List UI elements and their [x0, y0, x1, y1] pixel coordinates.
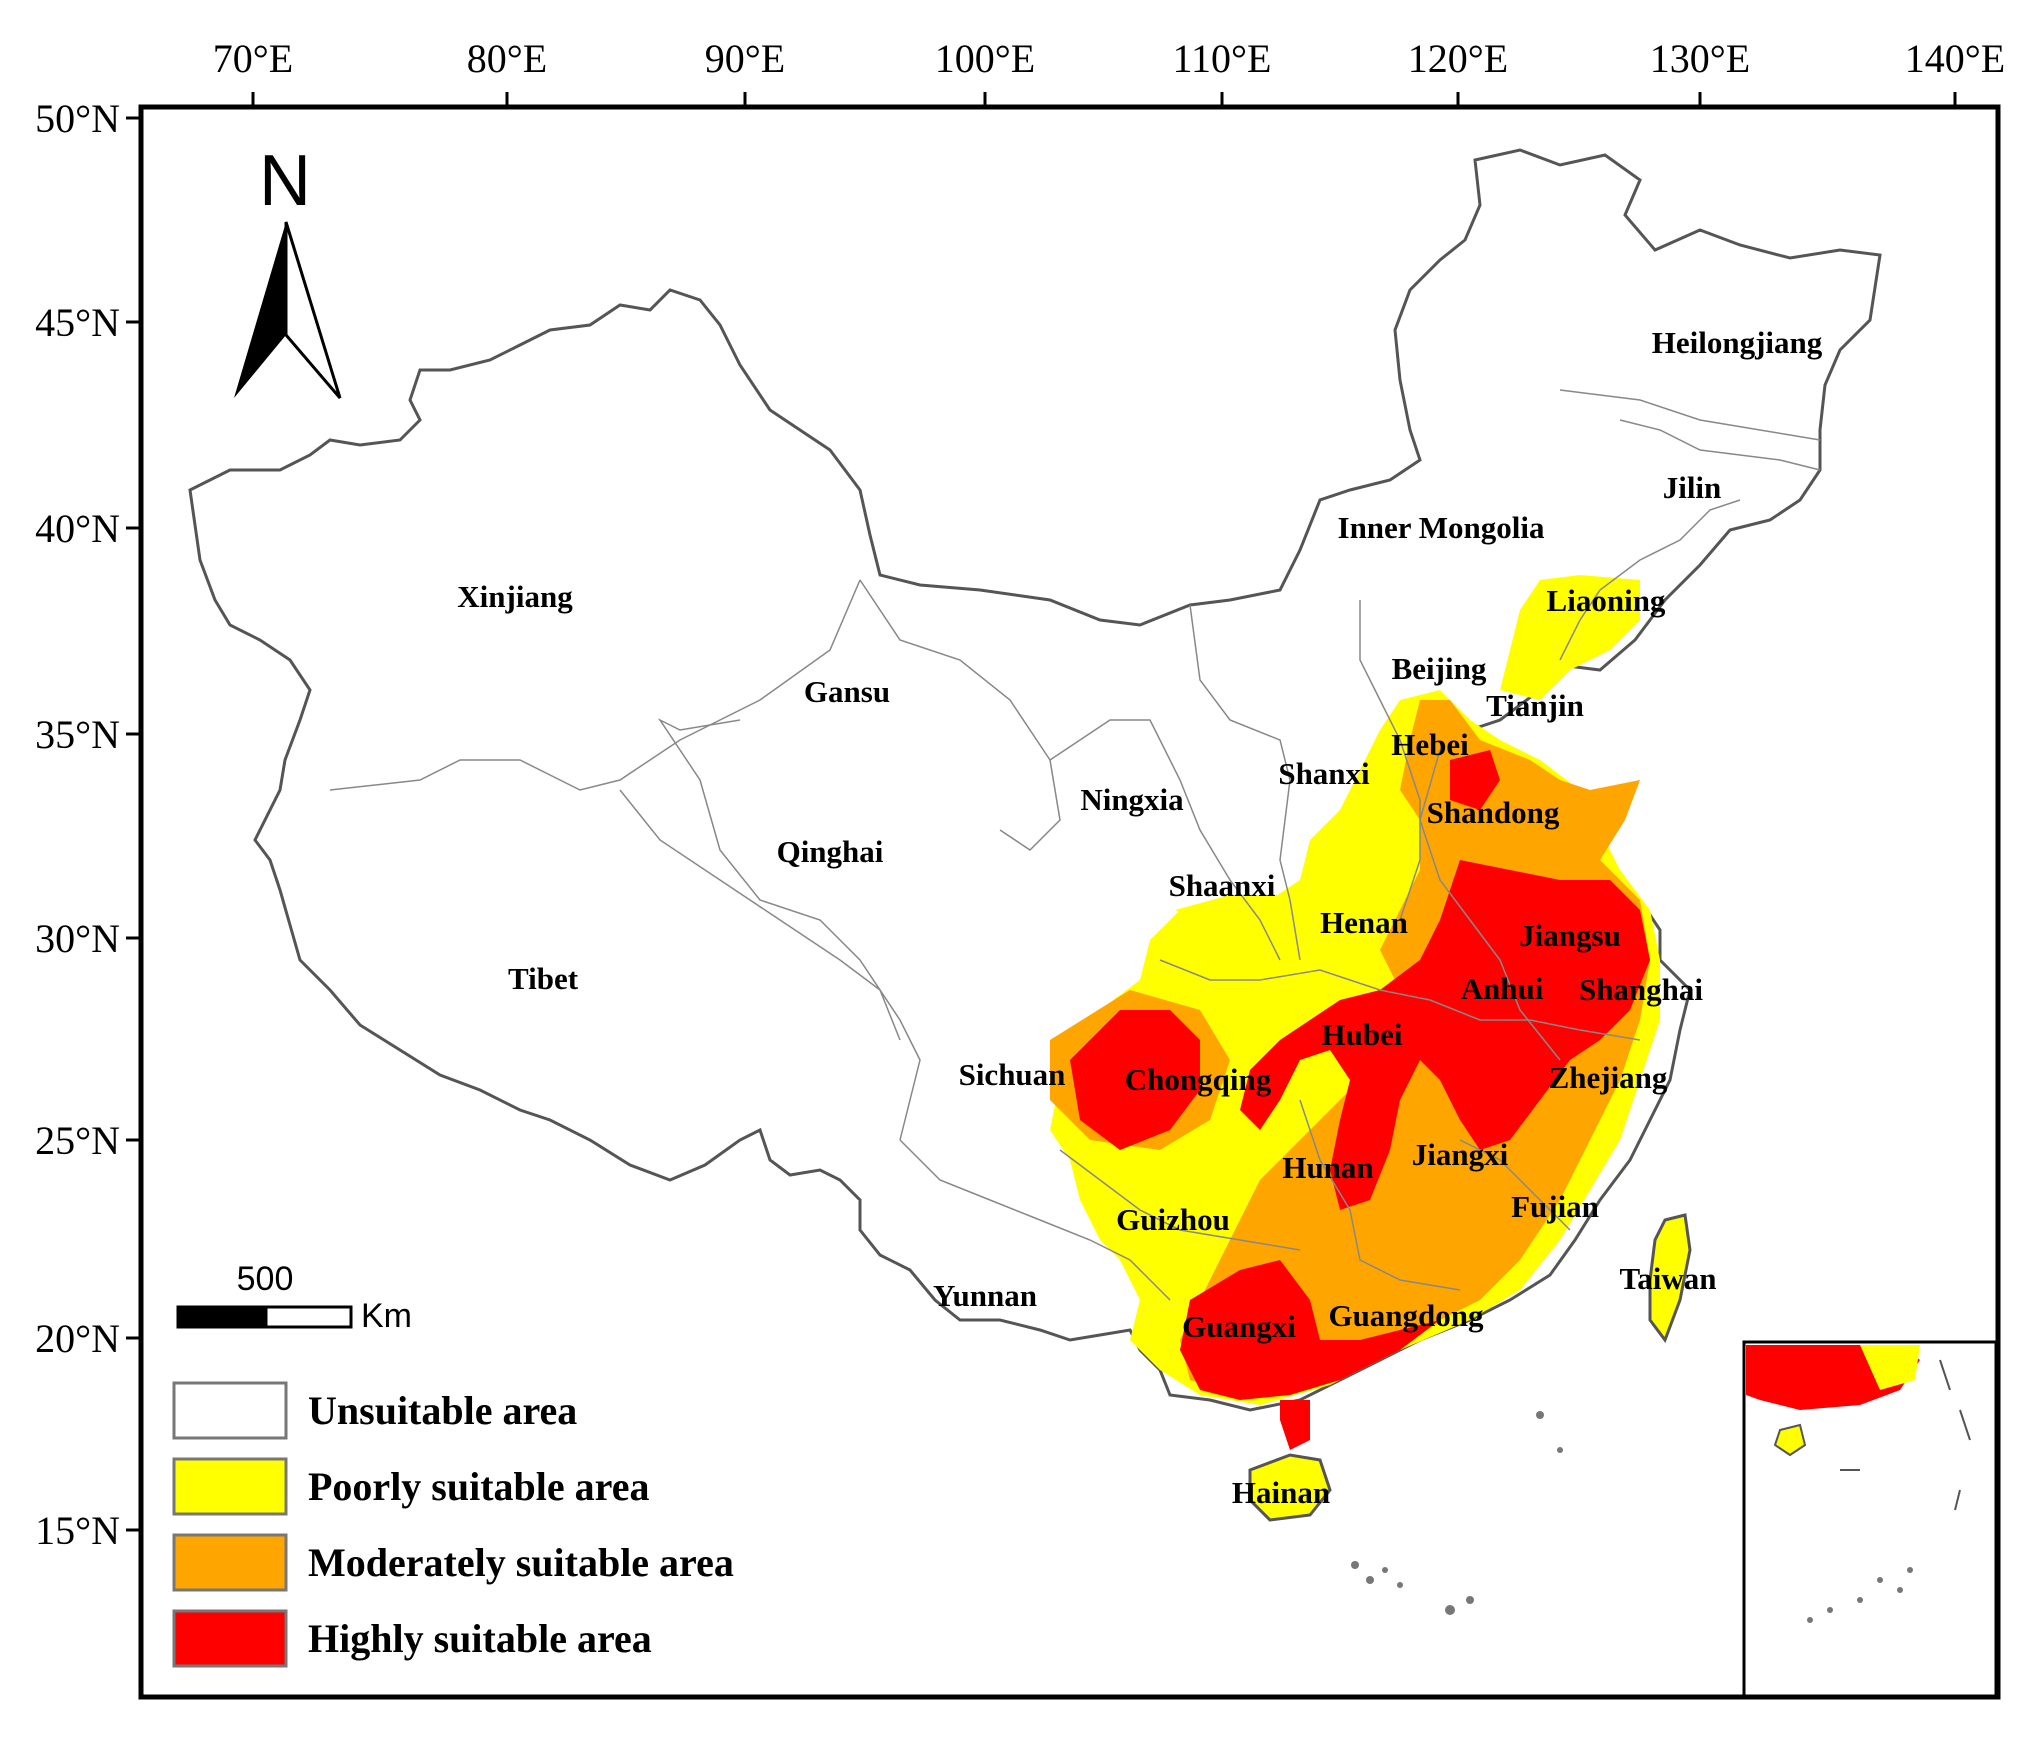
province-label-shandong: Shandong: [1427, 795, 1560, 830]
x-tick-100: 100°E: [935, 36, 1035, 81]
map-frame: [138, 104, 2001, 1700]
highly-suitable-shandong: [1450, 750, 1500, 810]
province-borders: [329, 389, 1821, 1301]
x-tick-70: 70°E: [213, 36, 293, 81]
province-label-taiwan: Taiwan: [1619, 1261, 1716, 1296]
highly-suitable-south: [1180, 1260, 1440, 1400]
north-arrow: N: [234, 141, 342, 399]
province-label-jiangsu: Jiangsu: [1519, 918, 1621, 953]
legend-label-poorly: Poorly suitable area: [308, 1464, 649, 1509]
y-tick-30: 30°N: [35, 916, 120, 961]
x-tick-140: 140°E: [1905, 36, 2005, 81]
province-label-tibet: Tibet: [508, 961, 579, 996]
province-label-inner-mongolia: Inner Mongolia: [1338, 510, 1545, 545]
poorly-suitable-shaanxi: [1175, 895, 1280, 925]
province-label-hunan: Hunan: [1282, 1150, 1373, 1185]
province-labels: Heilongjiang Jilin Inner Mongolia Liaoni…: [457, 325, 1822, 1510]
scale-bar: 500 Km: [176, 1260, 412, 1335]
highly-suitable-east: [1240, 860, 1650, 1210]
y-tick-40: 40°N: [35, 506, 120, 551]
legend-label-unsuitable: Unsuitable area: [308, 1388, 577, 1433]
legend-swatch-poorly: [172, 1457, 288, 1516]
south-sea-islands: [1351, 1411, 1563, 1615]
highly-suitable-hainan-strait: [1280, 1400, 1310, 1450]
province-label-ningxia: Ningxia: [1080, 782, 1184, 817]
province-label-guangxi: Guangxi: [1182, 1309, 1296, 1344]
province-label-shanghai: Shanghai: [1579, 972, 1703, 1007]
legend-label-highly: Highly suitable area: [308, 1616, 652, 1661]
legend-swatch-highly: [172, 1609, 288, 1668]
highly-suitable-sichuan: [1070, 1010, 1200, 1150]
province-label-henan: Henan: [1320, 905, 1408, 940]
province-label-zhejiang: Zhejiang: [1549, 1060, 1668, 1095]
china-outline: [188, 148, 1882, 1412]
y-tick-50: 50°N: [35, 96, 120, 141]
hainan-island: [1248, 1453, 1332, 1522]
province-label-gansu: Gansu: [804, 674, 890, 709]
province-label-shanxi: Shanxi: [1278, 756, 1370, 791]
legend-swatch-unsuitable: [172, 1381, 288, 1440]
x-tick-120: 120°E: [1408, 36, 1508, 81]
province-label-jilin: Jilin: [1663, 470, 1722, 505]
x-tick-90: 90°E: [705, 36, 785, 81]
province-label-tianjin: Tianjin: [1486, 688, 1584, 723]
province-label-qinghai: Qinghai: [777, 834, 884, 869]
x-tick-130: 130°E: [1650, 36, 1750, 81]
legend: Unsuitable area Poorly suitable area Mod…: [172, 1381, 734, 1668]
province-label-guizhou: Guizhou: [1116, 1202, 1230, 1237]
legend-swatch-moderately: [172, 1533, 288, 1592]
x-axis-ticks: 70°E 80°E 90°E 100°E 110°E 120°E 130°E 1…: [213, 36, 2005, 107]
province-label-sichuan: Sichuan: [959, 1057, 1066, 1092]
province-label-hebei: Hebei: [1391, 727, 1469, 762]
poorly-suitable-northeast: [1500, 575, 1640, 700]
taiwan-island: [1648, 1213, 1692, 1344]
y-axis-ticks: 50°N 45°N 40°N 35°N 30°N 25°N 20°N 15°N: [35, 96, 141, 1553]
province-label-shaanxi: Shaanxi: [1169, 868, 1276, 903]
province-label-hubei: Hubei: [1322, 1017, 1403, 1052]
y-tick-45: 45°N: [35, 300, 120, 345]
province-label-anhui: Anhui: [1461, 971, 1544, 1006]
x-tick-110: 110°E: [1173, 36, 1272, 81]
province-label-fujian: Fujian: [1511, 1189, 1599, 1224]
inset-south-china-sea: [1742, 1340, 1998, 1698]
north-label: N: [259, 141, 311, 221]
scale-value: 500: [237, 1260, 294, 1298]
province-label-liaoning: Liaoning: [1547, 583, 1666, 618]
legend-label-moderately: Moderately suitable area: [308, 1540, 734, 1585]
province-label-beijing: Beijing: [1392, 651, 1487, 686]
scale-unit: Km: [361, 1297, 412, 1335]
y-tick-25: 25°N: [35, 1118, 120, 1163]
province-label-guangdong: Guangdong: [1328, 1298, 1484, 1333]
suitability-fills: [1050, 575, 1660, 1450]
province-label-chongqing: Chongqing: [1125, 1062, 1272, 1097]
province-label-hainan: Hainan: [1232, 1475, 1330, 1510]
province-label-yunnan: Yunnan: [933, 1278, 1037, 1313]
province-label-xinjiang: Xinjiang: [457, 579, 573, 614]
y-tick-15: 15°N: [35, 1508, 120, 1553]
y-tick-35: 35°N: [35, 712, 120, 757]
x-tick-80: 80°E: [467, 36, 547, 81]
province-label-heilongjiang: Heilongjiang: [1652, 325, 1823, 360]
province-label-jiangxi: Jiangxi: [1412, 1137, 1509, 1172]
y-tick-20: 20°N: [35, 1316, 120, 1361]
